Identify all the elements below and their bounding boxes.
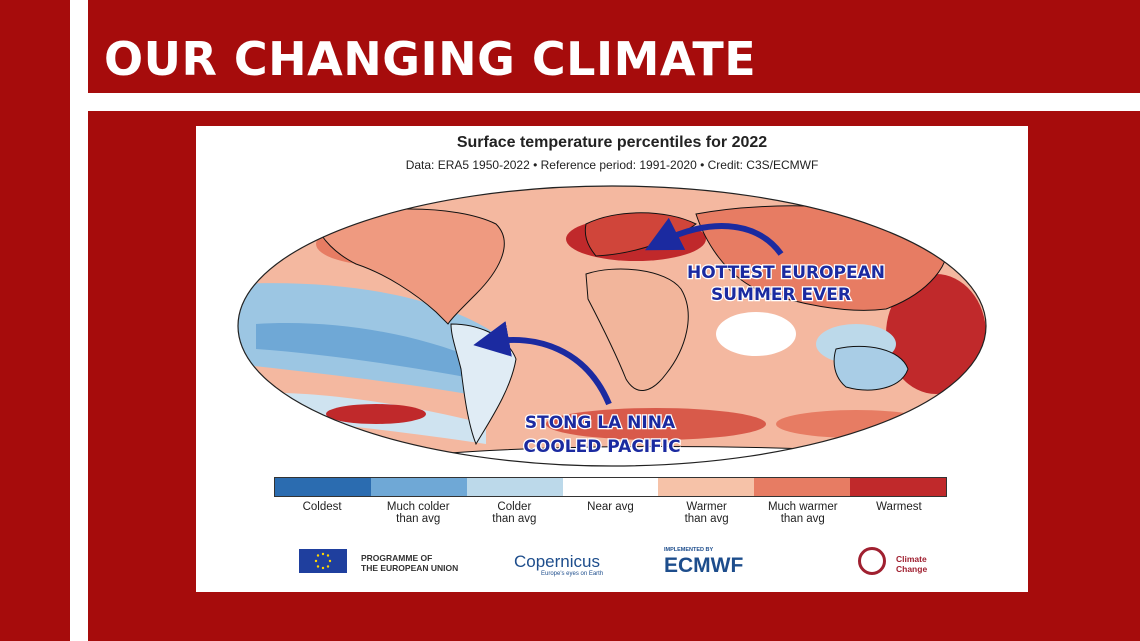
australia — [833, 345, 909, 391]
logo-row: PROGRAMME OF THE EUROPEAN UNION Copernic… — [196, 544, 1028, 584]
thermometer-icon — [858, 547, 886, 575]
europe-arrow — [644, 217, 784, 256]
legend-labels: Coldest Much colder than avg Colder than… — [274, 501, 947, 525]
pacific-annotation-line1: STONG LA NINA — [525, 413, 676, 433]
map-panel: Surface temperature percentiles for 2022… — [196, 126, 1028, 592]
north-america — [315, 208, 505, 325]
africa — [585, 268, 689, 391]
page-title: OUR CHANGING CLIMATE — [104, 32, 757, 86]
white-vertical-stripe — [70, 0, 88, 641]
legend-label-much-colder: Much colder than avg — [386, 501, 450, 525]
eu-programme-text: PROGRAMME OF THE EUROPEAN UNION — [361, 553, 459, 573]
left-red-bar — [0, 0, 70, 641]
legend-label-warmer: Warmer than avg — [684, 501, 729, 525]
legend-swatch-warmer — [658, 478, 755, 496]
legend-colorbar — [274, 477, 947, 497]
copernicus-tagline: Europe's eyes on Earth — [541, 571, 604, 577]
legend-label-coldest: Coldest — [302, 501, 342, 513]
west-pacific-warmest — [886, 274, 986, 394]
globe-outline — [237, 185, 987, 467]
ecmwf-implemented-by: IMPLEMENTED BY — [664, 547, 714, 553]
map-title: Surface temperature percentiles for 2022 — [456, 134, 768, 151]
south-atlantic-warm — [546, 408, 766, 440]
legend-swatch-coldest — [275, 478, 371, 496]
world-map: HOTTEST EUROPEAN SUMMER EVER STONG LA NI… — [237, 185, 987, 467]
pacific-annotation-line2: COOLED PACIFIC — [523, 437, 680, 457]
copernicus-logo: Copernicus — [514, 552, 600, 571]
europe-annotation-line2: SUMMER EVER — [711, 285, 851, 305]
legend-label-warmest: Warmest — [876, 501, 922, 513]
header-band — [88, 0, 1140, 93]
legend-label-colder: Colder than avg — [492, 501, 537, 525]
white-horizontal-stripe — [88, 93, 1140, 111]
legend-swatch-much-warmer — [754, 478, 851, 496]
pacific-arrow — [473, 321, 612, 406]
eu-flag-icon — [299, 549, 347, 573]
legend-label-near-avg: Near avg — [587, 501, 634, 513]
pacific-cold-core — [256, 323, 476, 379]
climate-change-logo: Climate Change — [896, 554, 928, 574]
legend-swatch-warmest — [850, 478, 947, 496]
south-pacific-warm — [326, 404, 426, 424]
legend-label-much-warmer: Much warmer than avg — [767, 501, 838, 525]
europe-annotation-line1: HOTTEST EUROPEAN — [687, 263, 885, 283]
southern-ocean-warm — [776, 410, 936, 438]
indian-ocean-near-avg — [716, 312, 796, 356]
legend-swatch-much-colder — [370, 478, 467, 496]
legend-swatch-colder — [466, 478, 563, 496]
legend-swatch-near-avg — [562, 478, 659, 496]
ecmwf-logo: ECMWF — [664, 554, 744, 577]
map-subtitle: Data: ERA5 1950-2022 • Reference period:… — [405, 158, 819, 172]
